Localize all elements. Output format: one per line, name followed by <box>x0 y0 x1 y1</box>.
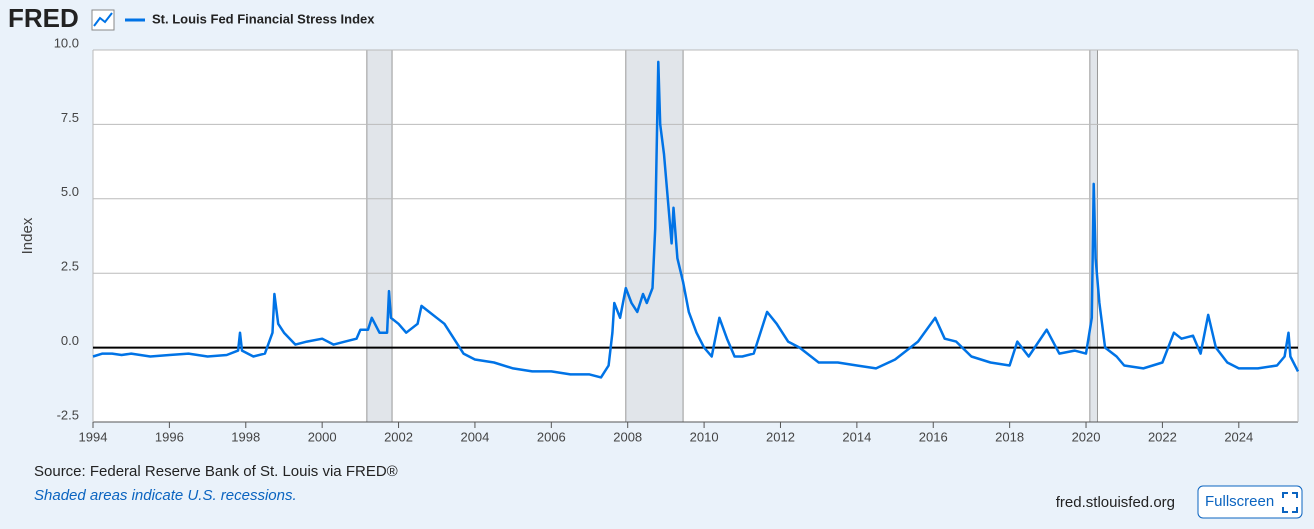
y-tick-label: 7.5 <box>61 110 79 125</box>
x-tick-label: 1998 <box>231 429 260 444</box>
x-tick-label: 2002 <box>384 429 413 444</box>
legend-label: St. Louis Fed Financial Stress Index <box>152 11 375 26</box>
x-tick-label: 2004 <box>460 429 489 444</box>
series-line <box>92 60 1300 379</box>
x-tick-label: 2024 <box>1224 429 1253 444</box>
y-tick-label: 5.0 <box>61 184 79 199</box>
logo-icon <box>91 9 115 31</box>
y-axis-label: Index <box>19 217 36 254</box>
x-tick-label: 1996 <box>155 429 184 444</box>
button-label[interactable]: Fullscreen <box>1205 493 1274 510</box>
plot-area <box>93 50 1298 422</box>
x-tick-label: 2000 <box>308 429 337 444</box>
recession-band <box>366 49 393 423</box>
x-tick-label: 2020 <box>1072 429 1101 444</box>
y-tick-label: 2.5 <box>61 259 79 274</box>
x-tick-label: 2018 <box>995 429 1024 444</box>
y-tick-label: -2.5 <box>57 407 79 422</box>
recession-note: Shaded areas indicate U.S. recessions. <box>34 487 297 504</box>
y-tick-label: 0.0 <box>61 333 79 348</box>
logo: FRED <box>8 3 79 33</box>
source: Source: Federal Reserve Bank of St. Loui… <box>34 463 398 480</box>
x-tick-label: 2014 <box>842 429 871 444</box>
x-tick-label: 2008 <box>613 429 642 444</box>
x-tick-label: 2010 <box>690 429 719 444</box>
x-tick-label: 2016 <box>919 429 948 444</box>
y-tick-label: 10.0 <box>54 35 79 50</box>
site-link[interactable]: fred.stlouisfed.org <box>1056 494 1175 511</box>
x-tick-label: 2022 <box>1148 429 1177 444</box>
x-tick-label: 1994 <box>79 429 108 444</box>
fullscreen-button[interactable]: Fullscreen <box>1197 485 1303 519</box>
x-tick-label: 2006 <box>537 429 566 444</box>
x-tick-label: 2012 <box>766 429 795 444</box>
